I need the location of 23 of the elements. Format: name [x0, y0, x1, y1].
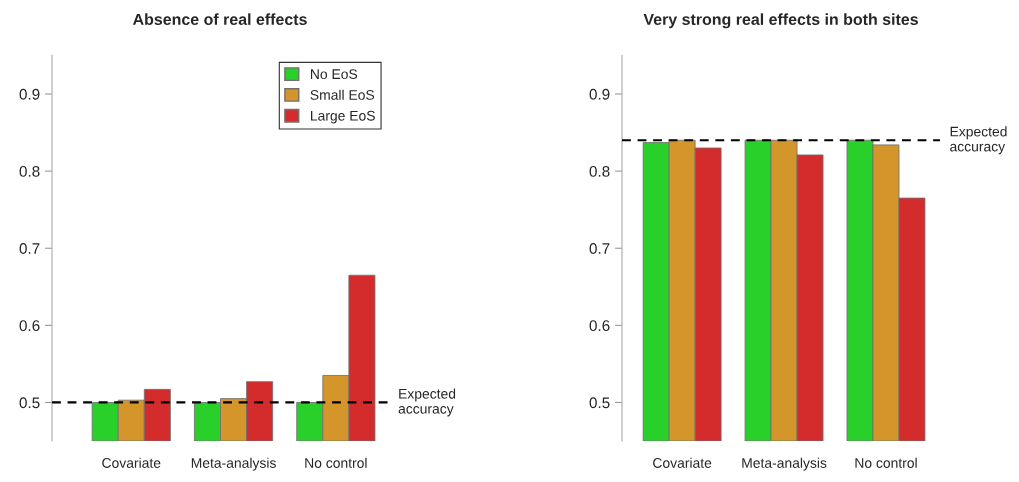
- y-tick-label: 0.6: [19, 320, 40, 332]
- chart-title: Very strong real effects in both sites: [643, 13, 918, 29]
- legend-label: Small EoS: [310, 89, 375, 100]
- y-tick-label: 0.6: [589, 320, 610, 332]
- legend-label: Large EoS: [311, 110, 375, 124]
- ref-line-label: Expected accuracy: [950, 126, 1007, 155]
- x-tick-label: Meta-analysis: [191, 457, 276, 471]
- y-tick-label: 0.9: [19, 88, 40, 100]
- y-tick-label: 0.8: [589, 165, 610, 177]
- y-tick-label: 0.5: [589, 397, 610, 409]
- y-tick-label: 0.5: [19, 397, 40, 409]
- y-tick-label: 0.7: [19, 243, 40, 254]
- x-tick-label: Meta-analysis: [742, 457, 827, 471]
- x-tick-label: No control: [305, 457, 367, 468]
- x-tick-label: Covariate: [653, 457, 712, 468]
- x-tick-label: No control: [855, 457, 917, 468]
- x-tick-label: Covariate: [102, 457, 161, 468]
- y-tick-label: 0.8: [19, 165, 40, 177]
- y-tick-label: 0.9: [589, 88, 610, 100]
- ref-line-label: Expected accuracy: [398, 388, 456, 417]
- chart-title: Absence of real effects: [132, 13, 307, 26]
- legend-label: No EoS: [311, 69, 358, 80]
- y-tick-label: 0.7: [589, 243, 610, 254]
